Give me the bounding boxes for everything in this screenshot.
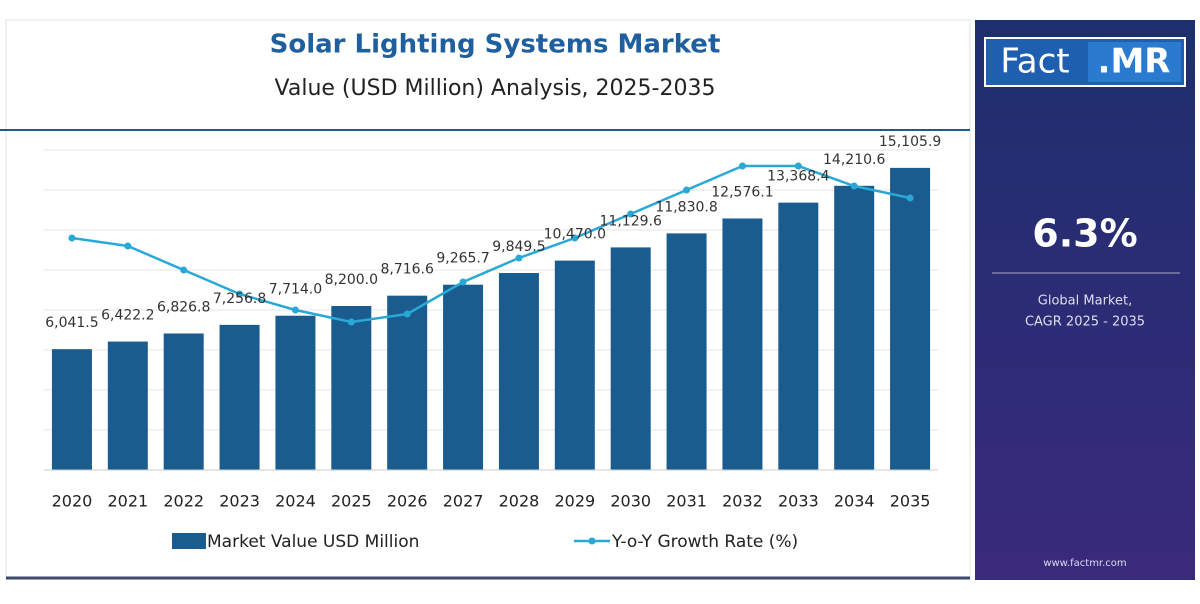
logo-left: Fact bbox=[1000, 42, 1069, 82]
growth-point bbox=[627, 210, 635, 218]
x-tick-label: 2026 bbox=[387, 492, 428, 511]
x-tick-label: 2023 bbox=[219, 492, 260, 511]
bar bbox=[834, 185, 875, 470]
x-tick-label: 2030 bbox=[610, 492, 651, 511]
x-tick-label: 2022 bbox=[163, 492, 204, 511]
cagr-caption: CAGR 2025 - 2035 bbox=[1025, 315, 1145, 330]
growth-point bbox=[68, 234, 76, 242]
data-label: 6,826.8 bbox=[157, 299, 210, 315]
bar bbox=[163, 333, 204, 470]
bar bbox=[387, 295, 428, 470]
data-label: 9,265.7 bbox=[436, 251, 489, 267]
data-label: 8,716.6 bbox=[380, 262, 434, 278]
logo-right: .MR bbox=[1098, 42, 1171, 82]
x-tick-label: 2028 bbox=[499, 492, 540, 511]
data-label: 13,368.4 bbox=[767, 169, 829, 185]
data-label: 14,210.6 bbox=[823, 152, 885, 168]
x-tick-label: 2027 bbox=[443, 492, 484, 511]
data-label: 6,422.2 bbox=[101, 308, 154, 324]
data-label: 7,714.0 bbox=[269, 282, 322, 298]
data-label: 11,830.8 bbox=[655, 199, 717, 215]
x-tick-label: 2031 bbox=[666, 492, 707, 511]
bar bbox=[331, 306, 372, 470]
x-tick-label: 2029 bbox=[554, 492, 595, 511]
logo-block bbox=[1088, 42, 1181, 82]
bar bbox=[722, 218, 763, 470]
url: www.factmr.com bbox=[1043, 558, 1126, 569]
data-label: 10,470.0 bbox=[544, 227, 606, 243]
side-panel bbox=[975, 20, 1195, 580]
growth-point bbox=[180, 266, 188, 274]
growth-point bbox=[683, 186, 691, 194]
legend-label: Market Value USD Million bbox=[207, 532, 419, 552]
legend-swatch bbox=[172, 533, 206, 549]
x-tick-label: 2032 bbox=[722, 492, 763, 511]
bar bbox=[610, 247, 651, 470]
growth-point bbox=[515, 254, 523, 262]
growth-point bbox=[459, 278, 467, 286]
growth-point bbox=[236, 290, 244, 298]
bar bbox=[666, 233, 707, 470]
bar bbox=[275, 315, 316, 470]
x-tick-label: 2024 bbox=[275, 492, 316, 511]
growth-point bbox=[403, 310, 411, 318]
growth-point bbox=[571, 234, 579, 242]
x-tick-label: 2021 bbox=[107, 492, 148, 511]
bar bbox=[498, 273, 539, 470]
bar bbox=[443, 284, 484, 470]
data-label: 15,105.9 bbox=[879, 134, 941, 150]
data-label: 6,041.5 bbox=[45, 315, 98, 331]
data-label: 12,576.1 bbox=[711, 184, 773, 200]
chart-subtitle: Value (USD Million) Analysis, 2025-2035 bbox=[275, 76, 716, 101]
bar bbox=[554, 260, 595, 470]
bar bbox=[778, 202, 819, 470]
x-tick-label: 2033 bbox=[778, 492, 819, 511]
growth-point bbox=[850, 182, 858, 190]
cagr-caption: Global Market, bbox=[1038, 294, 1132, 309]
legend-swatch bbox=[588, 537, 596, 545]
growth-point bbox=[794, 162, 802, 170]
x-tick-label: 2025 bbox=[331, 492, 372, 511]
chart-frame bbox=[5, 19, 971, 579]
bar bbox=[51, 349, 92, 470]
growth-point bbox=[291, 306, 299, 314]
legend-label: Y-o-Y Growth Rate (%) bbox=[611, 532, 798, 552]
growth-point bbox=[347, 318, 355, 326]
x-tick-label: 2020 bbox=[52, 492, 93, 511]
growth-point bbox=[738, 162, 746, 170]
data-label: 8,200.0 bbox=[325, 272, 378, 288]
bar bbox=[107, 341, 148, 470]
x-tick-label: 2034 bbox=[834, 492, 875, 511]
growth-point bbox=[124, 242, 132, 250]
growth-line bbox=[71, 164, 911, 324]
data-label: 11,129.6 bbox=[600, 213, 662, 229]
x-tick-label: 2035 bbox=[890, 492, 931, 511]
bar bbox=[219, 324, 260, 470]
cagr-value: 6.3% bbox=[1032, 212, 1137, 256]
growth-point bbox=[906, 194, 914, 202]
data-label: 7,256.8 bbox=[213, 291, 266, 307]
chart-title: Solar Lighting Systems Market bbox=[270, 30, 721, 60]
bar bbox=[890, 167, 931, 470]
data-label: 9,849.5 bbox=[492, 239, 545, 255]
